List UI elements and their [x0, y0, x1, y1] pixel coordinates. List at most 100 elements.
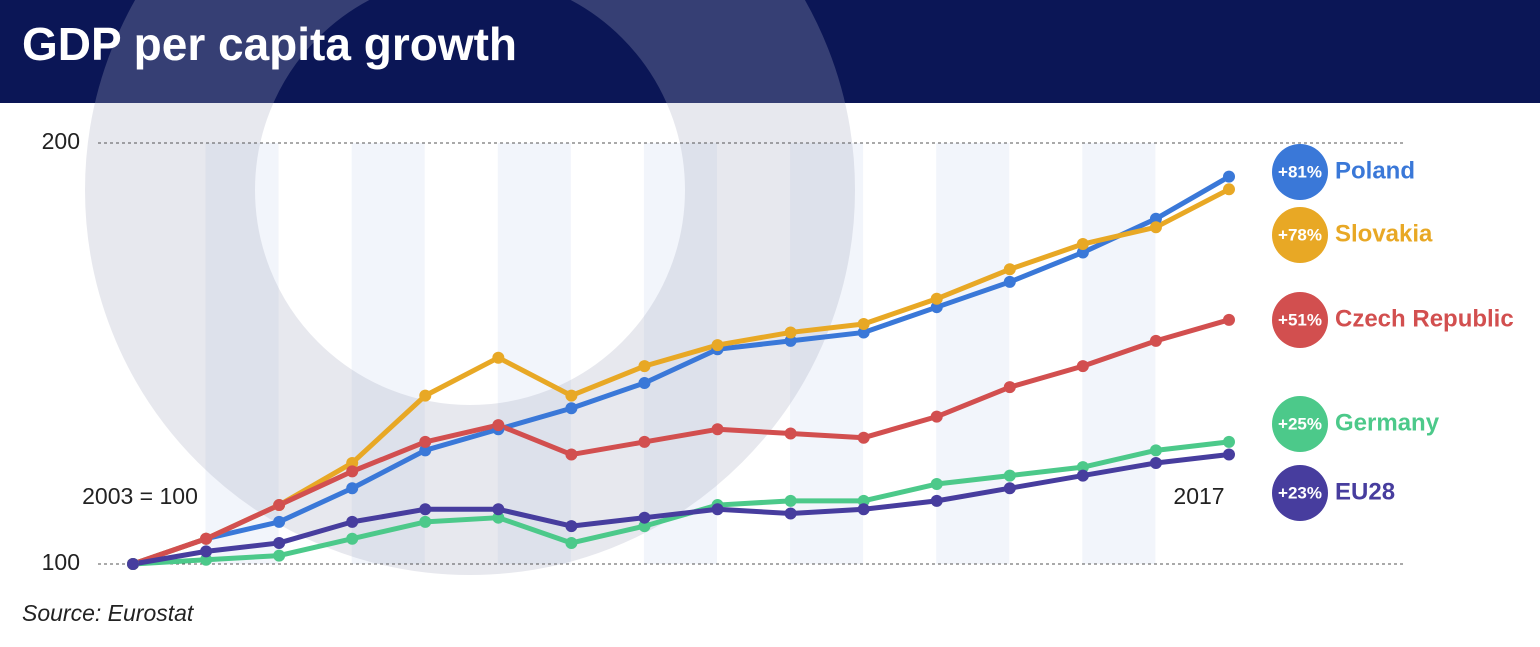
legend-badge-label: +78% [1278, 225, 1322, 244]
source: Source: Eurostat [22, 600, 195, 626]
data-point [1149, 444, 1162, 457]
data-point [1076, 461, 1089, 474]
data-point [565, 520, 578, 533]
data-point [1003, 263, 1016, 276]
y-tick-label: 100 [42, 549, 80, 575]
legend-badge [1272, 292, 1328, 348]
legend-badge [1272, 144, 1328, 200]
legend-badge-label: +51% [1278, 310, 1322, 329]
data-point [857, 431, 870, 444]
data-point [346, 465, 359, 478]
data-point [565, 402, 578, 415]
legend-label: Slovakia [1335, 220, 1433, 247]
data-point [1223, 448, 1235, 461]
y-tick-label: 200 [42, 128, 80, 154]
data-point [346, 482, 359, 495]
data-point [1003, 469, 1016, 482]
legend-label: EU28 [1335, 478, 1395, 505]
data-point [200, 553, 213, 566]
data-point [711, 503, 724, 516]
data-point [1223, 435, 1235, 448]
legend-badge-label: +23% [1278, 483, 1322, 502]
legend-badge [1272, 396, 1328, 452]
data-point [1076, 469, 1089, 482]
data-point [930, 494, 943, 507]
data-point [784, 334, 797, 347]
data-point [273, 499, 286, 512]
data-point [492, 503, 505, 516]
data-point [1223, 170, 1235, 183]
data-point [857, 503, 870, 516]
data-point [273, 536, 286, 549]
data-point [492, 419, 505, 432]
legend-label: Czech Republic [1335, 305, 1514, 332]
data-point [419, 515, 432, 528]
data-point [127, 558, 139, 570]
data-point [784, 427, 797, 440]
data-point [857, 494, 870, 507]
data-point [1003, 482, 1016, 495]
data-point [1076, 246, 1089, 259]
data-point [930, 292, 943, 305]
legend-badge [1272, 465, 1328, 521]
data-point [1076, 360, 1089, 373]
data-point [346, 456, 359, 469]
data-point [638, 360, 651, 373]
data-point [419, 389, 432, 402]
data-point [565, 536, 578, 549]
series-line [132, 174, 1231, 567]
data-point [200, 545, 213, 558]
legend-badge-label: +25% [1278, 414, 1322, 433]
data-point [1149, 212, 1162, 225]
data-point [346, 515, 359, 528]
data-point [1223, 313, 1235, 326]
legend-label: Germany [1335, 409, 1440, 436]
x-tick-label: 2017 [1173, 483, 1224, 509]
data-point [273, 549, 286, 562]
data-point [930, 410, 943, 423]
data-point [419, 435, 432, 448]
data-point [1149, 456, 1162, 469]
data-point [1076, 238, 1089, 251]
data-point [638, 520, 651, 533]
data-point [419, 503, 432, 516]
data-point [346, 532, 359, 545]
data-point [565, 448, 578, 461]
data-point [711, 339, 724, 352]
legend-label: Poland [1335, 157, 1415, 184]
data-point [784, 494, 797, 507]
data-point [638, 376, 651, 389]
data-point [1149, 334, 1162, 347]
data-point [1003, 275, 1016, 288]
data-point [857, 326, 870, 339]
data-point [930, 478, 943, 491]
data-point [711, 423, 724, 436]
data-point [200, 532, 213, 545]
background-logo [85, 0, 855, 575]
data-point [930, 301, 943, 314]
data-point [565, 389, 578, 402]
data-point [857, 318, 870, 331]
legend-badge-label: +81% [1278, 162, 1322, 181]
data-point [492, 511, 505, 524]
data-point [419, 444, 432, 457]
title-bar [0, 0, 1540, 103]
chart-title: GDP per capita growth [22, 18, 517, 70]
data-point [1003, 381, 1016, 394]
band [351, 143, 425, 564]
annotation: 2003 = 100 [82, 483, 198, 509]
data-point [638, 511, 651, 524]
legend-badge [1272, 207, 1328, 263]
series-line [132, 317, 1230, 567]
band [497, 143, 571, 564]
data-point [1149, 221, 1162, 234]
series-line [132, 452, 1230, 567]
data-point [638, 435, 651, 448]
data-point [492, 351, 505, 364]
data-point [273, 515, 286, 528]
series-line [132, 187, 1231, 567]
data-point [784, 507, 797, 520]
band [205, 143, 279, 564]
data-point [784, 326, 797, 339]
